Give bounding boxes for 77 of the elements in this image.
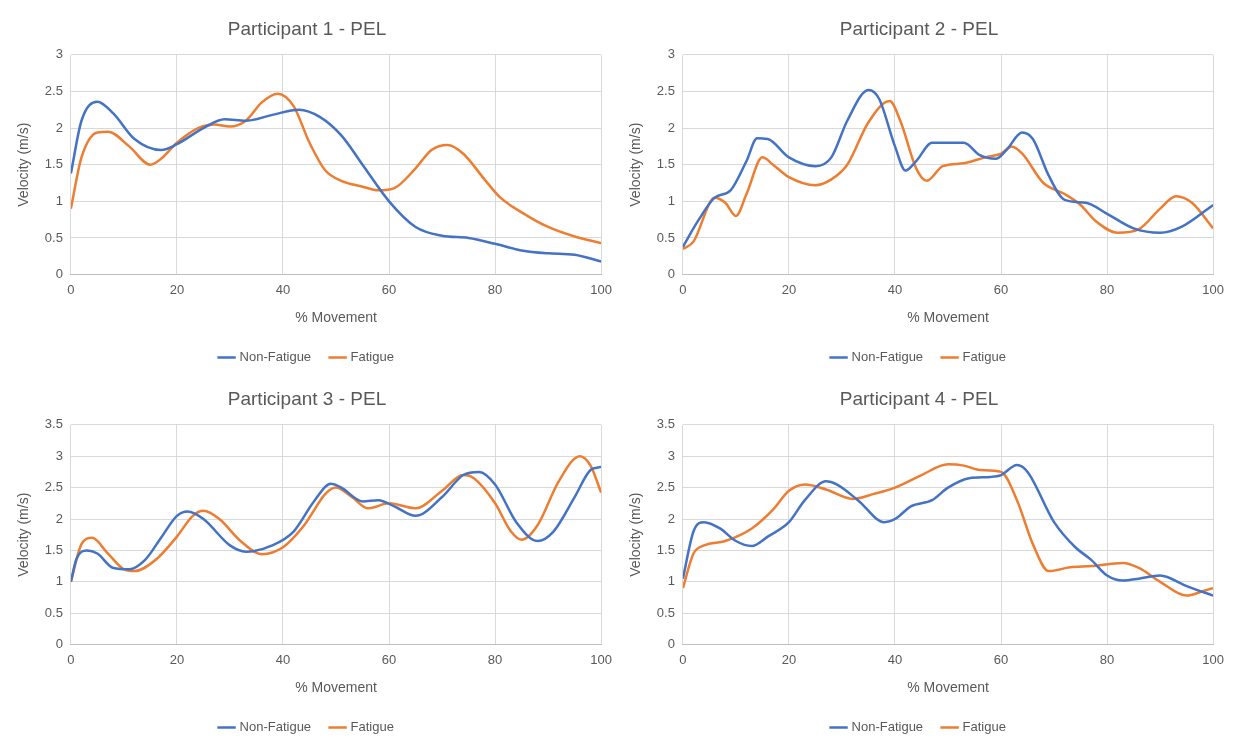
y-tick-label: 2 [55, 119, 63, 135]
x-axis-title: % Movement [295, 679, 377, 696]
y-tick-label: 3 [667, 447, 675, 463]
y-tick-label: 0.5 [44, 229, 63, 245]
y-axis-title: Velocity (m/s) [15, 122, 32, 207]
chart-title: Participant 3 - PEL [227, 387, 387, 409]
y-tick-label: 2.5 [44, 479, 63, 495]
y-tick-label: 3.5 [656, 416, 675, 432]
x-tick-label: 60 [381, 281, 397, 297]
y-tick-label: 3 [55, 447, 63, 463]
y-axis-title: Velocity (m/s) [627, 492, 644, 577]
y-tick-label: 2 [667, 510, 675, 526]
line-series [682, 463, 1214, 597]
x-tick-label: 40 [887, 651, 903, 667]
y-tick-label: 0 [667, 636, 675, 652]
y-tick-label: 0 [55, 636, 63, 652]
y-tick-label: 0 [55, 266, 63, 282]
y-tick-label: 1.5 [656, 156, 675, 172]
y-tick-label: 2 [55, 510, 63, 526]
y-tick-label: 3.5 [44, 416, 63, 432]
x-tick-label: 0 [679, 651, 687, 667]
chart-title: Participant 4 - PEL [839, 387, 999, 409]
x-tick-label: 60 [993, 281, 1009, 297]
y-tick-label: 2.5 [656, 83, 675, 99]
x-tick-label: 100 [1202, 651, 1225, 667]
x-tick-label: 0 [67, 651, 75, 667]
legend-label: Non-Fatigue [239, 349, 312, 365]
legend-label: Non-Fatigue [851, 349, 924, 365]
legend-label: Fatigue [962, 349, 1006, 365]
x-tick-label: 80 [487, 651, 503, 667]
x-axis-title: % Movement [295, 309, 377, 326]
x-tick-label: 80 [487, 281, 503, 297]
x-axis-title: % Movement [907, 309, 989, 326]
y-axis-title: Velocity (m/s) [15, 492, 32, 577]
line-series [70, 100, 602, 263]
y-tick-label: 3 [667, 46, 675, 62]
y-tick-label: 3 [55, 46, 63, 62]
chart-title: Participant 1 - PEL [227, 17, 387, 39]
legend-label: Fatigue [350, 349, 394, 365]
y-tick-label: 1 [55, 573, 63, 589]
x-axis-title: % Movement [907, 679, 989, 696]
legend-label: Fatigue [350, 719, 394, 735]
y-tick-label: 1 [55, 192, 63, 208]
x-tick-label: 80 [1099, 281, 1115, 297]
x-tick-label: 20 [781, 281, 797, 297]
x-tick-label: 40 [887, 281, 903, 297]
line-series [70, 92, 602, 245]
y-tick-label: 1 [667, 573, 675, 589]
y-tick-label: 1.5 [44, 541, 63, 557]
y-tick-label: 2.5 [656, 479, 675, 495]
x-tick-label: 80 [1099, 651, 1115, 667]
x-tick-label: 0 [67, 281, 75, 297]
y-axis-title: Velocity (m/s) [627, 122, 644, 207]
x-tick-label: 0 [679, 281, 687, 297]
x-tick-label: 100 [590, 281, 613, 297]
x-tick-label: 20 [169, 281, 185, 297]
x-tick-label: 100 [1202, 281, 1225, 297]
y-tick-label: 0.5 [44, 604, 63, 620]
y-tick-label: 1.5 [656, 541, 675, 557]
x-tick-label: 100 [590, 651, 613, 667]
x-tick-label: 60 [381, 651, 397, 667]
x-tick-label: 40 [275, 651, 291, 667]
y-tick-label: 0.5 [656, 229, 675, 245]
y-tick-label: 2 [667, 119, 675, 135]
x-tick-label: 20 [169, 651, 185, 667]
y-tick-label: 1.5 [44, 156, 63, 172]
y-tick-label: 0 [667, 266, 675, 282]
legend-label: Non-Fatigue [239, 719, 312, 735]
legend-label: Non-Fatigue [851, 719, 924, 735]
x-tick-label: 40 [275, 281, 291, 297]
y-tick-label: 1 [667, 192, 675, 208]
y-tick-label: 2.5 [44, 83, 63, 99]
y-tick-label: 0.5 [656, 604, 675, 620]
legend-label: Fatigue [962, 719, 1006, 735]
chart-title: Participant 2 - PEL [839, 17, 999, 39]
x-tick-label: 20 [781, 651, 797, 667]
x-tick-label: 60 [993, 651, 1009, 667]
